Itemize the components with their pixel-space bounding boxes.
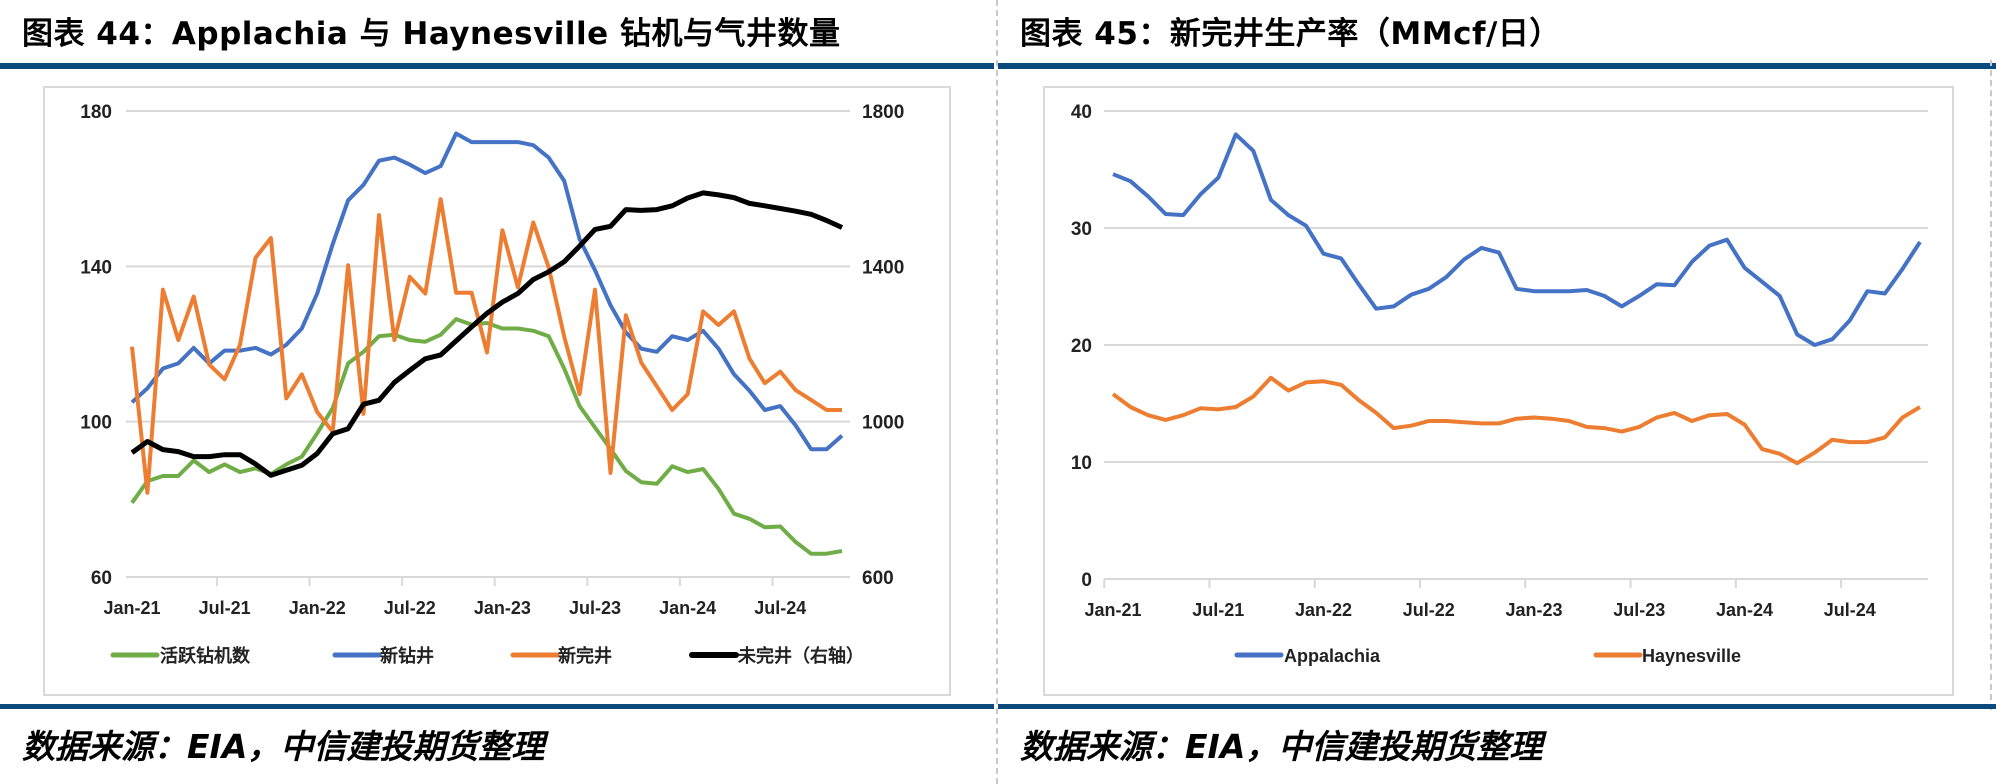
x-tick-label: Jan-21 <box>1084 600 1141 620</box>
y-tick-label: 180 <box>80 102 112 123</box>
right-edge-divider <box>1990 60 1992 710</box>
x-tick-label: Jul-21 <box>199 598 251 618</box>
series-line-3 <box>130 197 842 495</box>
legend-label: Haynesville <box>1642 646 1741 666</box>
y2-tick-label: 1400 <box>862 257 904 278</box>
y-tick-label: 30 <box>1071 219 1092 240</box>
right-chart-title: 图表 45：新完井生产率（MMcf/日） <box>1020 16 1561 52</box>
y-tick-label: 100 <box>80 413 112 434</box>
x-tick-label: Jul-24 <box>754 598 806 618</box>
legend-label: 新完井 <box>558 645 612 666</box>
x-tick-label: Jan-24 <box>1716 600 1773 620</box>
left-footer-rule <box>0 704 994 709</box>
right-footer-rule <box>998 704 1996 709</box>
x-tick-label: Jan-23 <box>474 598 531 618</box>
series-line-1 <box>130 317 843 556</box>
legend-label: 新钻井 <box>380 645 434 666</box>
left-header-rule <box>0 63 994 69</box>
x-tick-label: Jul-22 <box>1403 600 1455 620</box>
legend-label: 未完井（右轴） <box>738 645 864 666</box>
y-tick-label: 0 <box>1081 570 1092 591</box>
y-tick-label: 20 <box>1071 336 1092 357</box>
x-tick-label: Jul-23 <box>1613 600 1665 620</box>
x-tick-label: Jul-21 <box>1192 600 1244 620</box>
panel-divider <box>996 0 998 784</box>
x-tick-label: Jan-23 <box>1506 600 1563 620</box>
x-tick-label: Jan-24 <box>659 598 716 618</box>
series-line-1 <box>1112 132 1922 347</box>
y2-tick-label: 1000 <box>862 413 904 434</box>
left-chart-frame <box>43 86 951 696</box>
right-header-rule <box>998 63 1996 69</box>
y-tick-label: 60 <box>91 568 112 589</box>
series-line-4 <box>130 190 844 478</box>
left-source-note: 数据来源：EIA，中信建投期货整理 <box>22 727 545 766</box>
x-tick-label: Jan-22 <box>289 598 346 618</box>
series-line-2 <box>1111 375 1922 466</box>
y-tick-label: 10 <box>1071 453 1092 474</box>
right-chart-frame <box>1043 86 1954 696</box>
y-tick-label: 40 <box>1071 102 1092 123</box>
left-chart-title: 图表 44：Applachia 与 Haynesville 钻机与气井数量 <box>22 16 841 52</box>
x-tick-label: Jul-24 <box>1824 600 1876 620</box>
series-line-2 <box>130 131 844 452</box>
x-tick-label: Jul-23 <box>569 598 621 618</box>
right-source-note: 数据来源：EIA，中信建投期货整理 <box>1020 727 1543 766</box>
x-tick-label: Jul-22 <box>384 598 436 618</box>
x-tick-label: Jan-21 <box>103 598 160 618</box>
legend-label: Appalachia <box>1284 646 1381 666</box>
y2-tick-label: 600 <box>862 568 894 589</box>
y2-tick-label: 1800 <box>862 102 904 123</box>
x-tick-label: Jan-22 <box>1295 600 1352 620</box>
legend-label: 活跃钻机数 <box>160 645 251 666</box>
y-tick-label: 140 <box>80 257 112 278</box>
